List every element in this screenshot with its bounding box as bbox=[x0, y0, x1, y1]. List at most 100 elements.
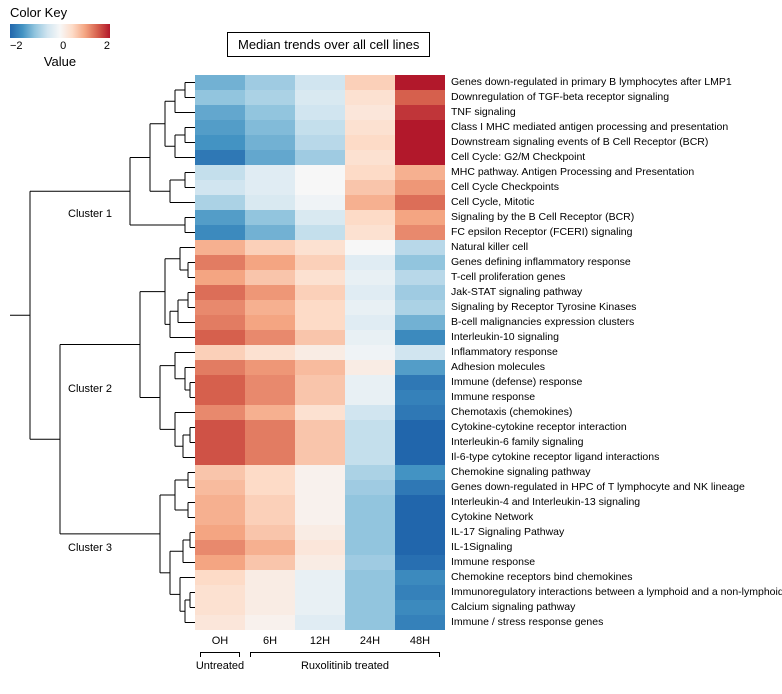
tick: 2 bbox=[104, 40, 110, 52]
heatmap-cell bbox=[295, 270, 345, 285]
heatmap-cell bbox=[195, 570, 245, 585]
row-label: Cytokine-cytokine receptor interaction bbox=[445, 420, 627, 435]
heatmap-row: Cell Cycle Checkpoints bbox=[195, 180, 782, 195]
heatmap-row: Cytokine Network bbox=[195, 510, 782, 525]
color-key-title: Color Key bbox=[10, 5, 110, 20]
heatmap-cell bbox=[195, 435, 245, 450]
row-label: Cell Cycle: G2/M Checkpoint bbox=[445, 150, 585, 165]
heatmap-row: B-cell malignancies expression clusters bbox=[195, 315, 782, 330]
heatmap-cell bbox=[245, 600, 295, 615]
heatmap-cell bbox=[295, 435, 345, 450]
color-gradient bbox=[10, 24, 110, 38]
heatmap-cell bbox=[245, 195, 295, 210]
tick: −2 bbox=[10, 40, 23, 52]
row-label: TNF signaling bbox=[445, 105, 516, 120]
heatmap-cell bbox=[395, 570, 445, 585]
heatmap-cell bbox=[295, 420, 345, 435]
heatmap-cell bbox=[345, 180, 395, 195]
heatmap-cell bbox=[245, 390, 295, 405]
heatmap-cell bbox=[295, 525, 345, 540]
heatmap-row: Immune (defense) response bbox=[195, 375, 782, 390]
heatmap-cell bbox=[245, 510, 295, 525]
heatmap-cell bbox=[245, 345, 295, 360]
x-group: Ruxolitinib treated bbox=[245, 652, 445, 672]
heatmap-cell bbox=[345, 150, 395, 165]
heatmap-cell bbox=[395, 135, 445, 150]
heatmap-cell bbox=[195, 225, 245, 240]
cluster-label-3: Cluster 3 bbox=[68, 542, 112, 554]
row-label: Calcium signaling pathway bbox=[445, 600, 575, 615]
heatmap-cell bbox=[345, 135, 395, 150]
heatmap-row: Immune response bbox=[195, 555, 782, 570]
row-label: Cell Cycle, Mitotic bbox=[445, 195, 534, 210]
heatmap-cell bbox=[345, 240, 395, 255]
heatmap-cell bbox=[395, 285, 445, 300]
heatmap-cell bbox=[345, 405, 395, 420]
heatmap-row: Adhesion molecules bbox=[195, 360, 782, 375]
row-label: Il-6-type cytokine receptor ligand inter… bbox=[445, 450, 659, 465]
heatmap-cell bbox=[195, 360, 245, 375]
heatmap-cell bbox=[345, 510, 395, 525]
heatmap-cell bbox=[345, 225, 395, 240]
heatmap-cell bbox=[195, 105, 245, 120]
heatmap-row: Cytokine-cytokine receptor interaction bbox=[195, 420, 782, 435]
row-label: Cytokine Network bbox=[445, 510, 533, 525]
heatmap-cell bbox=[345, 480, 395, 495]
heatmap-cell bbox=[345, 555, 395, 570]
row-label: Immune / stress response genes bbox=[445, 615, 603, 630]
heatmap-cell bbox=[195, 255, 245, 270]
heatmap-cell bbox=[395, 465, 445, 480]
heatmap-cell bbox=[245, 165, 295, 180]
heatmap-cell bbox=[395, 150, 445, 165]
x-tick: 48H bbox=[395, 635, 445, 647]
heatmap-row: Genes down-regulated in primary B lympho… bbox=[195, 75, 782, 90]
heatmap-row: Inflammatory response bbox=[195, 345, 782, 360]
heatmap-cell bbox=[245, 420, 295, 435]
heatmap-cell bbox=[245, 405, 295, 420]
row-label: Chemokine receptors bind chemokines bbox=[445, 570, 633, 585]
heatmap-cell bbox=[345, 525, 395, 540]
heatmap-cell bbox=[295, 225, 345, 240]
heatmap-row: TNF signaling bbox=[195, 105, 782, 120]
row-label: Inflammatory response bbox=[445, 345, 558, 360]
row-label: T-cell proliferation genes bbox=[445, 270, 565, 285]
heatmap-row: FC epsilon Receptor (FCERI) signaling bbox=[195, 225, 782, 240]
x-group: Untreated bbox=[195, 652, 245, 672]
heatmap-cell bbox=[245, 435, 295, 450]
heatmap-cell bbox=[295, 300, 345, 315]
color-key-value-label: Value bbox=[10, 54, 110, 69]
heatmap-row: Interleukin-4 and Interleukin-13 signali… bbox=[195, 495, 782, 510]
heatmap-cell bbox=[395, 555, 445, 570]
heatmap-cell bbox=[295, 360, 345, 375]
heatmap-cell bbox=[245, 285, 295, 300]
row-label: Immune response bbox=[445, 390, 535, 405]
row-label: Chemotaxis (chemokines) bbox=[445, 405, 572, 420]
row-label: Immune response bbox=[445, 555, 535, 570]
row-label: Adhesion molecules bbox=[445, 360, 545, 375]
heatmap-cell bbox=[345, 300, 395, 315]
row-label: IL-17 Signaling Pathway bbox=[445, 525, 564, 540]
heatmap-cell bbox=[245, 225, 295, 240]
heatmap-cell bbox=[245, 255, 295, 270]
heatmap-cell bbox=[395, 315, 445, 330]
row-label: Downregulation of TGF-beta receptor sign… bbox=[445, 90, 669, 105]
row-label: Signaling by Receptor Tyrosine Kinases bbox=[445, 300, 636, 315]
heatmap-row: IL-1Signaling bbox=[195, 540, 782, 555]
heatmap-cell bbox=[395, 420, 445, 435]
x-tick: 6H bbox=[245, 635, 295, 647]
heatmap-cell bbox=[195, 525, 245, 540]
x-group-label: Untreated bbox=[195, 660, 245, 672]
row-label: Signaling by the B Cell Receptor (BCR) bbox=[445, 210, 634, 225]
heatmap-row: MHC pathway. Antigen Processing and Pres… bbox=[195, 165, 782, 180]
heatmap-cell bbox=[195, 465, 245, 480]
heatmap-row: Signaling by Receptor Tyrosine Kinases bbox=[195, 300, 782, 315]
heatmap-cell bbox=[395, 540, 445, 555]
heatmap-cell bbox=[195, 615, 245, 630]
row-label: Jak-STAT signaling pathway bbox=[445, 285, 582, 300]
heatmap-cell bbox=[245, 180, 295, 195]
heatmap-row: IL-17 Signaling Pathway bbox=[195, 525, 782, 540]
heatmap-cell bbox=[395, 90, 445, 105]
color-key: Color Key −2 0 2 Value bbox=[10, 5, 110, 69]
heatmap-cell bbox=[245, 555, 295, 570]
heatmap-cell bbox=[295, 210, 345, 225]
